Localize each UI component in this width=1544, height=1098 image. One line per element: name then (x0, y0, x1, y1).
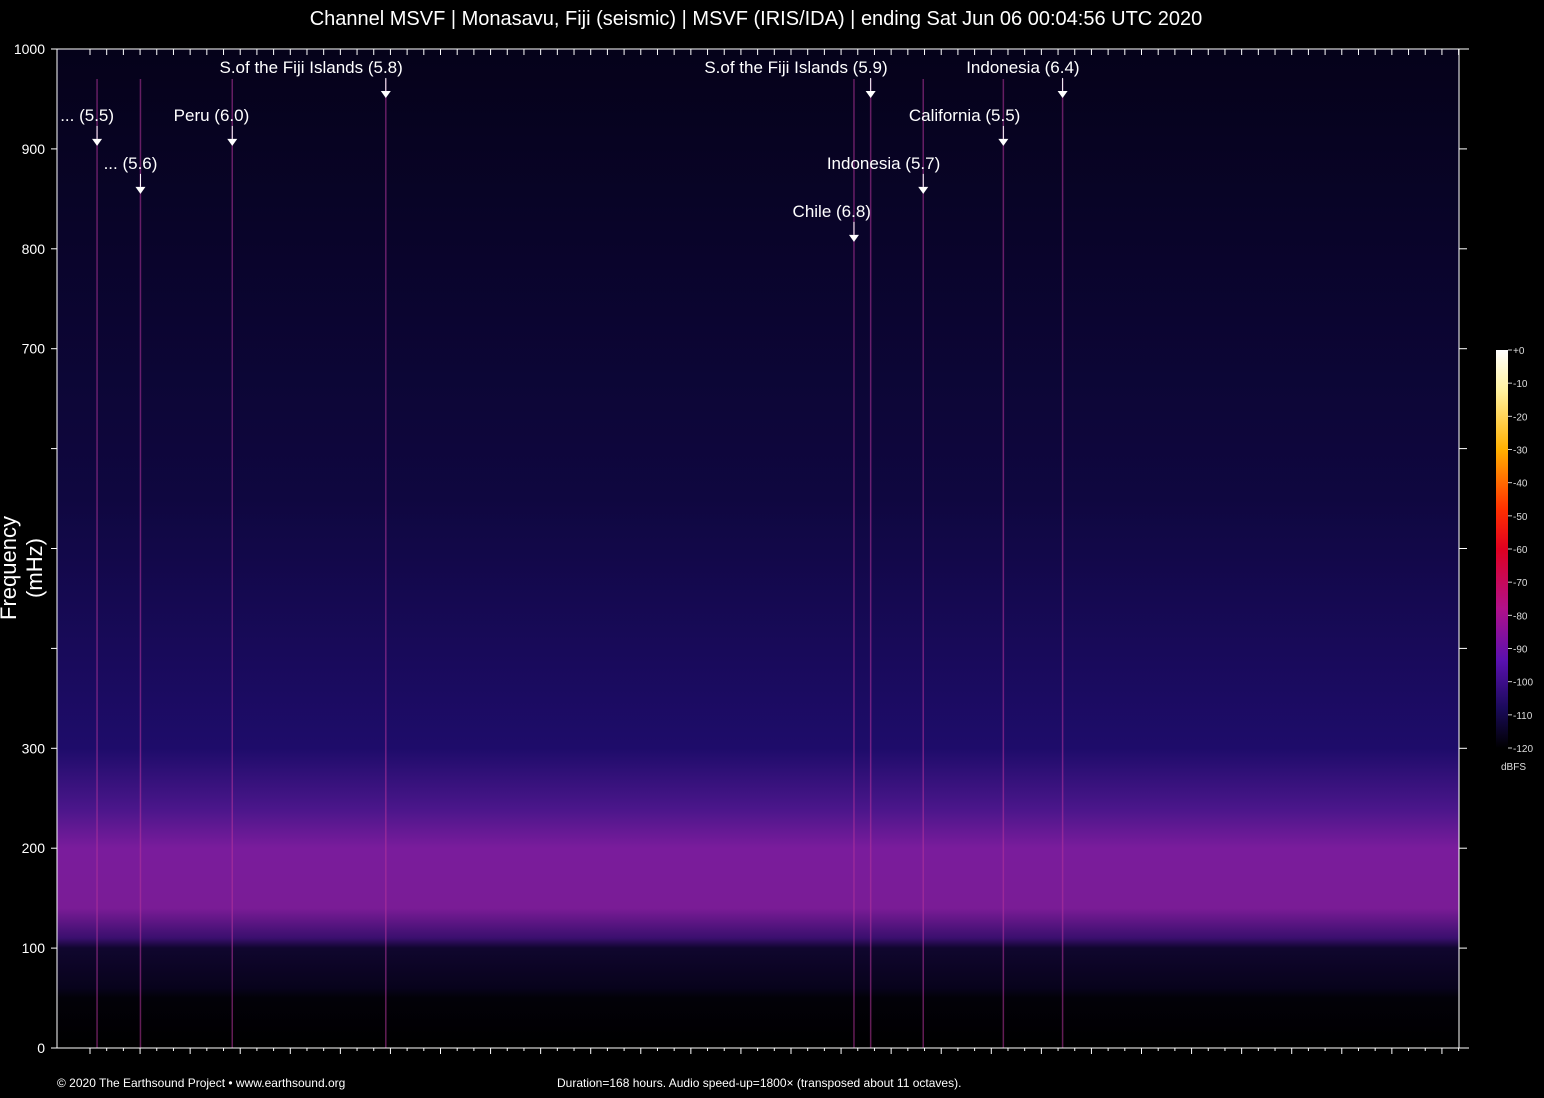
colorbar-tick-label: -60 (1513, 545, 1528, 556)
event-label: ... (5.6) (104, 154, 158, 173)
y-tick-label: 200 (22, 840, 46, 856)
colorbar-unit-label: dBFS (1501, 762, 1527, 773)
colorbar-tick-label: -70 (1513, 578, 1528, 589)
event-label: Chile (6.8) (793, 202, 871, 221)
event-annotation: Chile (6.8) (793, 202, 871, 242)
event-label: California (5.5) (909, 106, 1021, 125)
event-annotation: Peru (6.0) (174, 106, 250, 146)
colorbar-tick-label: -50 (1513, 512, 1528, 523)
colorbar-tick-label: -120 (1513, 744, 1533, 755)
y-axis-label: Frequency (mHz) (0, 516, 47, 620)
colorbar-tick-label: -90 (1513, 645, 1528, 656)
y-tick-label: 1000 (14, 41, 45, 57)
event-arrow-head (135, 186, 146, 194)
spectrogram-background (57, 49, 1459, 1048)
event-annotation: S.of the Fiji Islands (5.9) (704, 58, 888, 98)
chart-title: Channel MSVF | Monasavu, Fiji (seismic) … (309, 8, 1203, 30)
colorbar-tick-label: -80 (1513, 611, 1528, 622)
event-arrow-head (227, 138, 238, 146)
event-label: S.of the Fiji Islands (5.9) (704, 58, 887, 77)
colorbar-tick-label: -10 (1513, 379, 1528, 390)
event-arrow-head (848, 234, 859, 242)
event-arrow-head (918, 186, 929, 194)
event-label: ... (5.5) (60, 106, 114, 125)
y-tick-label: 300 (22, 740, 46, 756)
footer-copyright: © 2020 The Earthsound Project • www.eart… (57, 1076, 346, 1090)
colorbar-tick-label: -110 (1513, 711, 1533, 722)
colorbar-tick-label: -20 (1513, 412, 1528, 423)
event-label: Indonesia (5.7) (827, 154, 940, 173)
event-annotation: S.of the Fiji Islands (5.8) (219, 58, 403, 98)
y-tick-label: 800 (22, 241, 46, 257)
event-label: S.of the Fiji Islands (5.8) (219, 58, 402, 77)
colorbar: +0 -10 -20 -30 -40 -50 -60 -70 -80 -90 -100 -110 -12… (1496, 346, 1533, 755)
event-annotation: ... (5.5) (60, 106, 114, 146)
y-tick-label: 700 (22, 341, 46, 357)
event-arrow-head (380, 90, 391, 98)
y-tick-label: 100 (22, 940, 46, 956)
axes: 0 100 200 300 700 800 900 1000 (14, 41, 1469, 1056)
y-tick-label: 900 (22, 141, 46, 157)
colorbar-tick-label: -100 (1513, 678, 1533, 689)
event-arrow-head (1057, 90, 1068, 98)
event-annotation: ... (5.6) (104, 154, 158, 194)
event-annotation: Indonesia (6.4) (966, 58, 1080, 98)
event-label: Indonesia (6.4) (966, 58, 1079, 77)
colorbar-tick-label: -40 (1513, 479, 1528, 490)
event-annotation: California (5.5) (909, 106, 1021, 146)
event-label: Peru (6.0) (174, 106, 250, 125)
event-arrow-head (865, 90, 876, 98)
colorbar-gradient (1496, 350, 1508, 748)
y-tick-label: 0 (37, 1040, 45, 1056)
colorbar-tick-label: -30 (1513, 446, 1528, 457)
event-arrow-head (998, 138, 1009, 146)
colorbar-tick-label: +0 (1513, 346, 1525, 357)
event-annotation: Indonesia (5.7) (827, 154, 940, 194)
event-arrow-head (92, 138, 103, 146)
footer-info: Duration=168 hours. Audio speed-up=1800×… (557, 1076, 962, 1090)
